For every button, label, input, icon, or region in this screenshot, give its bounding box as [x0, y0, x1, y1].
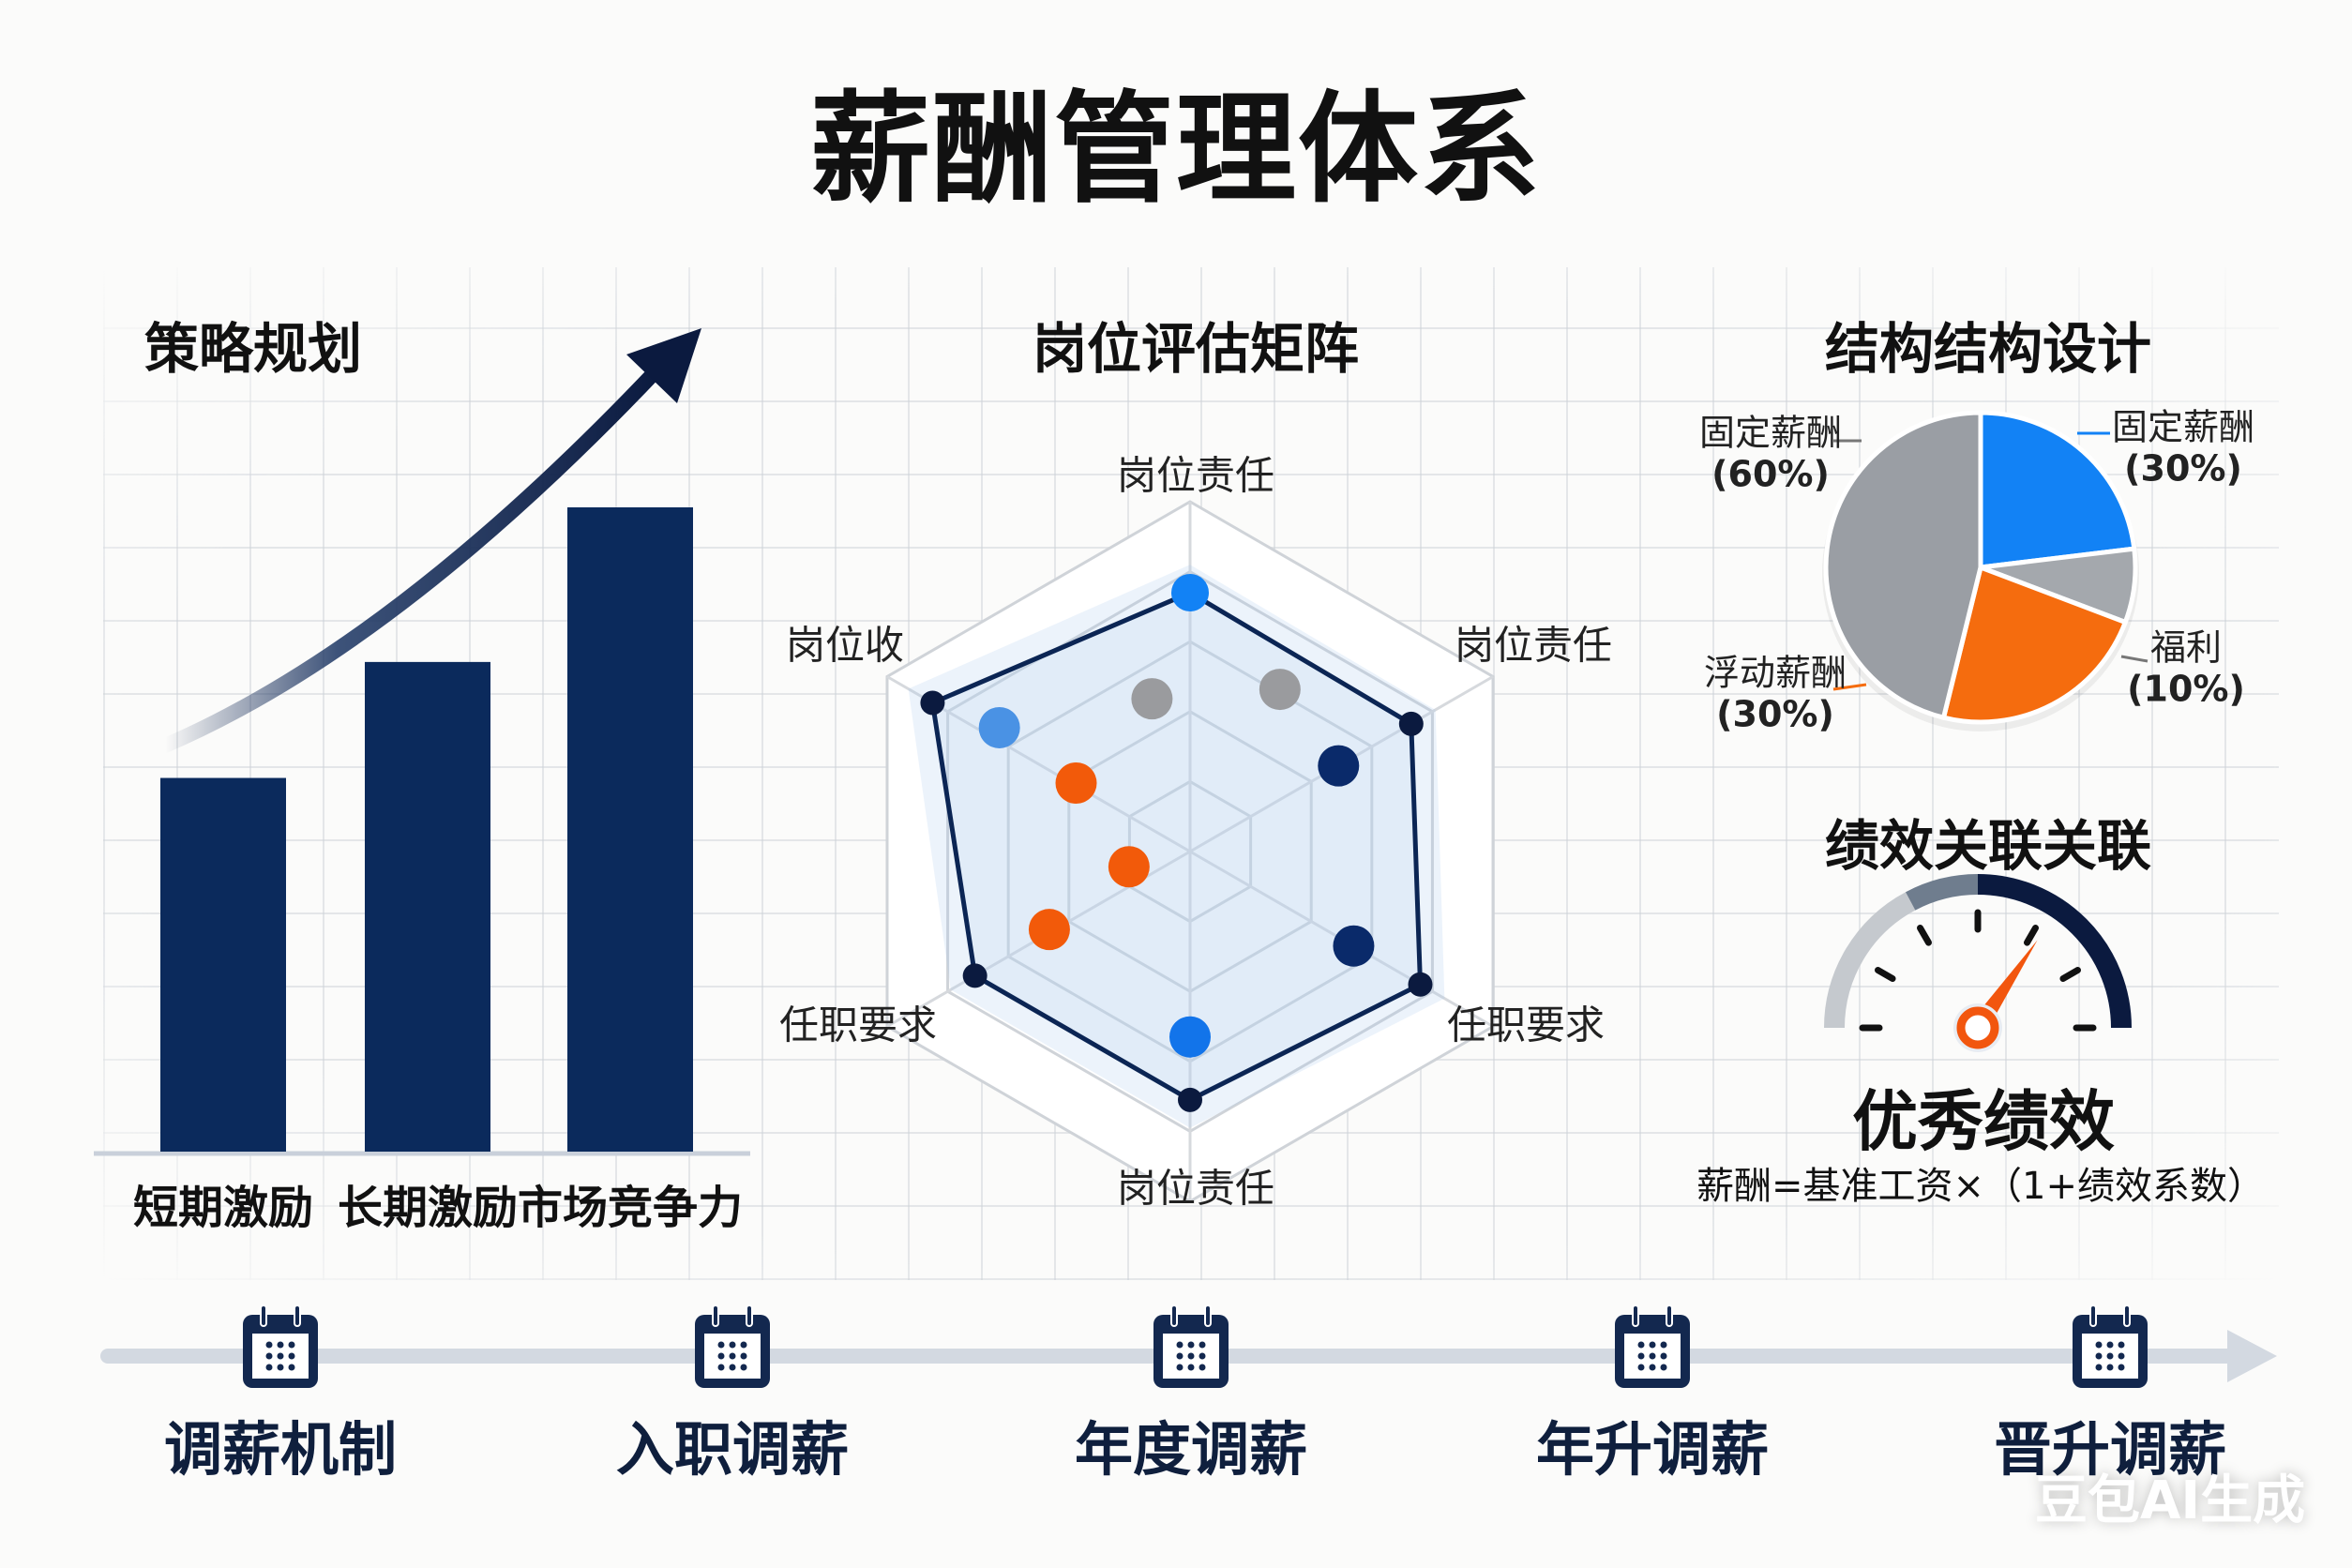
pie-slice — [1978, 410, 2137, 570]
calendar-icon — [241, 1304, 320, 1390]
radar-point — [1131, 678, 1173, 720]
pie-slice-name: 浮动薪酬 — [1703, 652, 1847, 694]
pie-slice-percent: (30%) — [2124, 447, 2242, 489]
radar-axis-label: 岗位收 — [785, 622, 905, 669]
trend-arrow-icon — [626, 328, 701, 403]
watermark: 豆包AI生成 — [2035, 1470, 2306, 1531]
pie-slice-name: 固定薪酬 — [1698, 412, 1843, 454]
radar-vertex-point — [1398, 711, 1424, 736]
calendar-icon — [1613, 1304, 1692, 1390]
radar-axis-label: 岗位责任 — [1116, 452, 1275, 499]
radar-axis-label: 任职要求 — [778, 1002, 938, 1048]
pie-leader-line — [1832, 683, 1867, 691]
pie-slice-name: 福利 — [2149, 626, 2223, 669]
radar-vertex-point — [920, 690, 945, 716]
bar-label: 短期激励 — [132, 1182, 314, 1234]
calendar-icon — [693, 1304, 772, 1390]
trend-arrow-shaft — [158, 363, 664, 753]
radar-halo — [908, 565, 1445, 1128]
timeline-item-label: 年度调薪 — [1074, 1415, 1308, 1484]
bar — [160, 777, 286, 1152]
page-title: 薪酬管理体系 — [809, 80, 1542, 219]
pie-label: 固定薪酬 (30%) — [2112, 407, 2254, 489]
pie-slice — [1940, 564, 2129, 725]
timeline-item-label: 晋升调薪 — [1993, 1415, 2227, 1484]
strategy-title: 策略规划 — [143, 317, 363, 381]
timeline-item-label: 调薪机制 — [163, 1415, 398, 1484]
structure-title: 结构结构设计 — [1824, 317, 2152, 381]
radar-point — [1169, 1016, 1211, 1058]
radar-point — [1318, 745, 1360, 787]
gauge-tick — [1917, 924, 1932, 946]
pie-slice-percent: (30%) — [1716, 693, 1834, 734]
bar — [365, 661, 490, 1152]
radar-vertex-point — [1408, 972, 1433, 997]
gauge-tick — [1874, 967, 1896, 982]
radar-point — [1259, 669, 1301, 711]
gauge-tick — [2024, 924, 2039, 946]
radar-point — [1028, 909, 1070, 951]
pie-label: 固定薪酬 (60%) — [1699, 413, 1842, 494]
timeline-item-label: 入职调薪 — [615, 1415, 850, 1484]
radar-point — [1171, 573, 1209, 611]
gauge-hub — [1956, 1006, 1999, 1049]
gauge-arc-low — [1824, 892, 1916, 1029]
performance-title: 绩效关联关联 — [1824, 814, 2152, 878]
radar-axis-label: 岗位责任 — [1454, 622, 1613, 669]
radar-point — [1108, 846, 1150, 888]
pie-slice-percent: (10%) — [2127, 668, 2245, 709]
salary-formula: 薪酬=基准工资×（1+绩效系数） — [1696, 1165, 2265, 1208]
radar-vertex-point — [1178, 1087, 1202, 1112]
radar-axis-label: 任职要求 — [1446, 1002, 1606, 1048]
gauge-tick — [2059, 967, 2082, 982]
matrix-title: 岗位评估矩阵 — [1032, 317, 1360, 381]
calendar-icon — [1152, 1304, 1230, 1390]
pie-label: 福利 (10%) — [2127, 627, 2245, 709]
pie-label: 浮动薪酬 (30%) — [1704, 653, 1847, 734]
calendar-icon — [2071, 1304, 2149, 1390]
performance-rating: 优秀绩效 — [1852, 1083, 2115, 1160]
pie-leader-line — [2120, 655, 2148, 663]
bar-label: 长期激励 — [337, 1182, 519, 1234]
bar-label: 市场竞争力 — [517, 1182, 744, 1234]
timeline-arrowhead-icon — [2227, 1330, 2277, 1382]
bar — [567, 507, 693, 1152]
pie-slice-name: 固定薪酬 — [2111, 406, 2255, 448]
pie-slice — [1823, 410, 1983, 721]
radar-point — [978, 706, 1020, 748]
gauge-arc-mid — [1906, 874, 1979, 911]
radar-axis-label: 岗位责任 — [1116, 1165, 1275, 1212]
radar-point — [1333, 925, 1375, 967]
pie-slice-percent: (60%) — [1711, 453, 1830, 494]
gauge-arc-high — [1977, 874, 2132, 1029]
radar-point — [1055, 761, 1097, 804]
timeline-item-label: 年升调薪 — [1535, 1415, 1770, 1484]
radar-vertex-point — [962, 963, 988, 988]
